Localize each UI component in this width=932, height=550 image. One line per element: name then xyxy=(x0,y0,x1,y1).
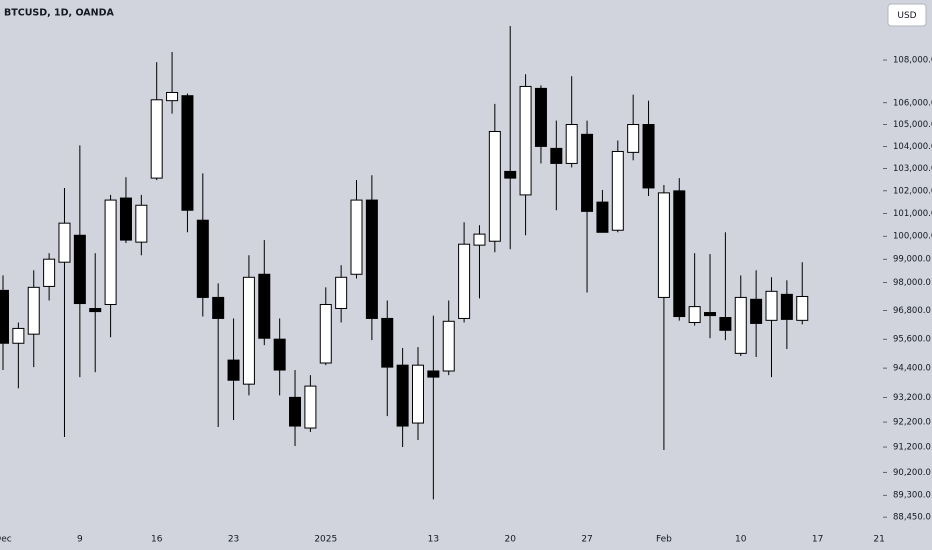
candle-body xyxy=(258,273,271,339)
candle-body xyxy=(381,317,394,368)
candle-body xyxy=(596,201,609,233)
candle-body xyxy=(442,320,455,372)
candle-body xyxy=(104,199,117,305)
candle-body xyxy=(0,289,9,344)
candle-body xyxy=(688,306,701,323)
currency-label[interactable]: USD xyxy=(897,11,916,21)
x-tick-label: 9 xyxy=(77,535,83,545)
candle-body xyxy=(304,385,317,429)
x-tick-label: 13 xyxy=(428,535,439,545)
y-tick-label: 100,000.0 xyxy=(893,232,932,242)
x-tick-label: 2025 xyxy=(314,535,337,545)
candle-body xyxy=(796,295,809,321)
x-tick-label: 21 xyxy=(873,535,884,545)
x-tick-label: 27 xyxy=(581,535,592,545)
currency-button[interactable] xyxy=(887,3,927,27)
candle-body xyxy=(150,99,163,179)
candle-body xyxy=(181,95,194,211)
y-tick-label: 92,200.0 xyxy=(893,418,931,428)
x-tick-label: 17 xyxy=(812,535,823,545)
candle-body xyxy=(335,276,348,309)
candle-body xyxy=(534,87,547,147)
x-tick-label: Dec xyxy=(0,535,12,545)
candle-body xyxy=(642,124,655,189)
candle-body xyxy=(289,396,302,427)
y-tick-label: 99,000.0 xyxy=(893,255,931,265)
y-tick-label: 91,200.0 xyxy=(893,443,931,453)
candle-body xyxy=(550,147,563,164)
candle-body xyxy=(43,258,56,287)
y-tick-label: 94,400.0 xyxy=(893,364,931,374)
candle-body xyxy=(27,286,40,335)
candle-body xyxy=(719,316,732,331)
candle-body xyxy=(704,312,717,317)
candle-body xyxy=(365,199,378,319)
x-tick-label: 23 xyxy=(228,535,239,545)
candle-body xyxy=(73,234,86,305)
y-tick-label: 98,000.0 xyxy=(893,278,931,288)
candle-body xyxy=(273,338,286,371)
y-tick-label: 101,000.0 xyxy=(893,209,932,219)
candle-body xyxy=(12,327,25,344)
y-tick-label: 88,450.0 xyxy=(893,513,931,523)
candle-body xyxy=(119,197,132,241)
candle-body xyxy=(319,303,332,364)
candle-body xyxy=(504,170,517,179)
candle-body xyxy=(519,85,532,196)
candle-body xyxy=(396,364,409,427)
x-tick-label: Feb xyxy=(656,535,672,545)
candle-body xyxy=(350,199,363,275)
candle-body xyxy=(227,359,240,381)
candle-body xyxy=(657,192,670,298)
y-tick-label: 105,000.0 xyxy=(893,120,932,130)
x-tick-label: 10 xyxy=(735,535,747,545)
candle-body xyxy=(750,298,763,324)
y-tick-label: 104,000.0 xyxy=(893,142,932,152)
y-tick-label: 89,300.0 xyxy=(893,491,931,501)
y-tick-label: 96,800.0 xyxy=(893,306,931,316)
candle-body xyxy=(458,243,471,319)
y-tick-label: 93,200.0 xyxy=(893,393,931,403)
candle-body xyxy=(734,296,747,354)
candle-body xyxy=(89,307,102,313)
candle-body xyxy=(427,370,440,378)
candle-body xyxy=(58,222,71,263)
candle-body xyxy=(473,233,486,246)
candle-body xyxy=(166,91,179,102)
y-tick-label: 102,000.0 xyxy=(893,186,932,196)
candle-body xyxy=(196,219,209,298)
candle-body xyxy=(565,124,578,164)
candle-body xyxy=(765,290,778,321)
y-tick-label: 103,000.0 xyxy=(893,164,932,174)
y-tick-label: 108,000.0 xyxy=(893,56,932,66)
candle-body xyxy=(673,190,686,318)
candle-body xyxy=(212,296,225,319)
candle-body xyxy=(135,204,148,243)
y-tick-label: 106,000.0 xyxy=(893,98,932,108)
candle-body xyxy=(611,150,624,231)
y-tick-label: 95,600.0 xyxy=(893,335,931,345)
x-tick-label: 16 xyxy=(151,535,163,545)
candle-body xyxy=(627,124,640,153)
candle-body xyxy=(581,133,594,212)
y-tick-label: 90,200.0 xyxy=(893,468,931,478)
chart-title: BTCUSD, 1D, OANDA xyxy=(4,8,114,19)
candle-body xyxy=(411,364,424,424)
candle-body xyxy=(488,130,501,242)
x-tick-label: 20 xyxy=(504,535,516,545)
candle-body xyxy=(242,276,255,385)
candle-body xyxy=(780,293,793,320)
